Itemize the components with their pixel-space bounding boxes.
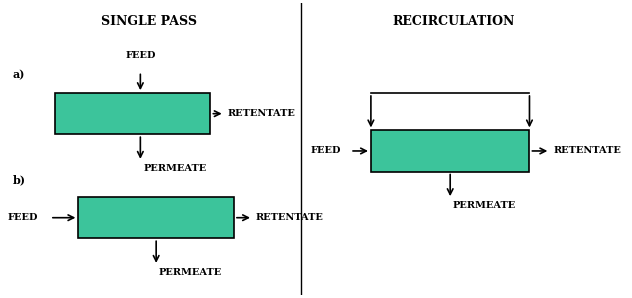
Text: RETENTATE: RETENTATE (256, 213, 324, 222)
Text: PERMEATE: PERMEATE (159, 268, 222, 277)
Text: FEED: FEED (310, 146, 341, 156)
FancyBboxPatch shape (371, 130, 530, 172)
Text: b): b) (12, 175, 25, 186)
Text: FEED: FEED (8, 213, 38, 222)
Text: RETENTATE: RETENTATE (228, 109, 295, 118)
Text: FEED: FEED (125, 51, 155, 60)
Text: RECIRCULATION: RECIRCULATION (392, 15, 515, 27)
Text: SINGLE PASS: SINGLE PASS (101, 15, 197, 27)
Text: a): a) (12, 69, 25, 80)
Text: RETENTATE: RETENTATE (553, 146, 621, 156)
Text: PERMEATE: PERMEATE (453, 201, 516, 210)
Text: PERMEATE: PERMEATE (143, 164, 207, 173)
FancyBboxPatch shape (78, 197, 234, 238)
FancyBboxPatch shape (55, 93, 210, 134)
